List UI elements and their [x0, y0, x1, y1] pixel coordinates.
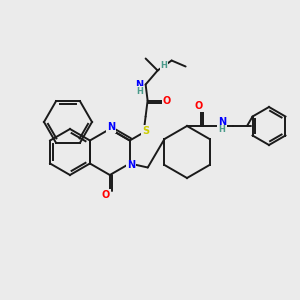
Text: S: S — [142, 125, 149, 136]
Text: O: O — [163, 95, 171, 106]
Text: H: H — [160, 61, 167, 70]
Text: H: H — [219, 125, 225, 134]
Text: N: N — [107, 122, 115, 132]
Text: H: H — [136, 87, 143, 96]
Text: N: N — [218, 117, 226, 127]
Text: N: N — [127, 160, 135, 170]
Text: O: O — [102, 190, 110, 200]
Text: N: N — [136, 80, 144, 89]
Text: O: O — [195, 101, 203, 111]
